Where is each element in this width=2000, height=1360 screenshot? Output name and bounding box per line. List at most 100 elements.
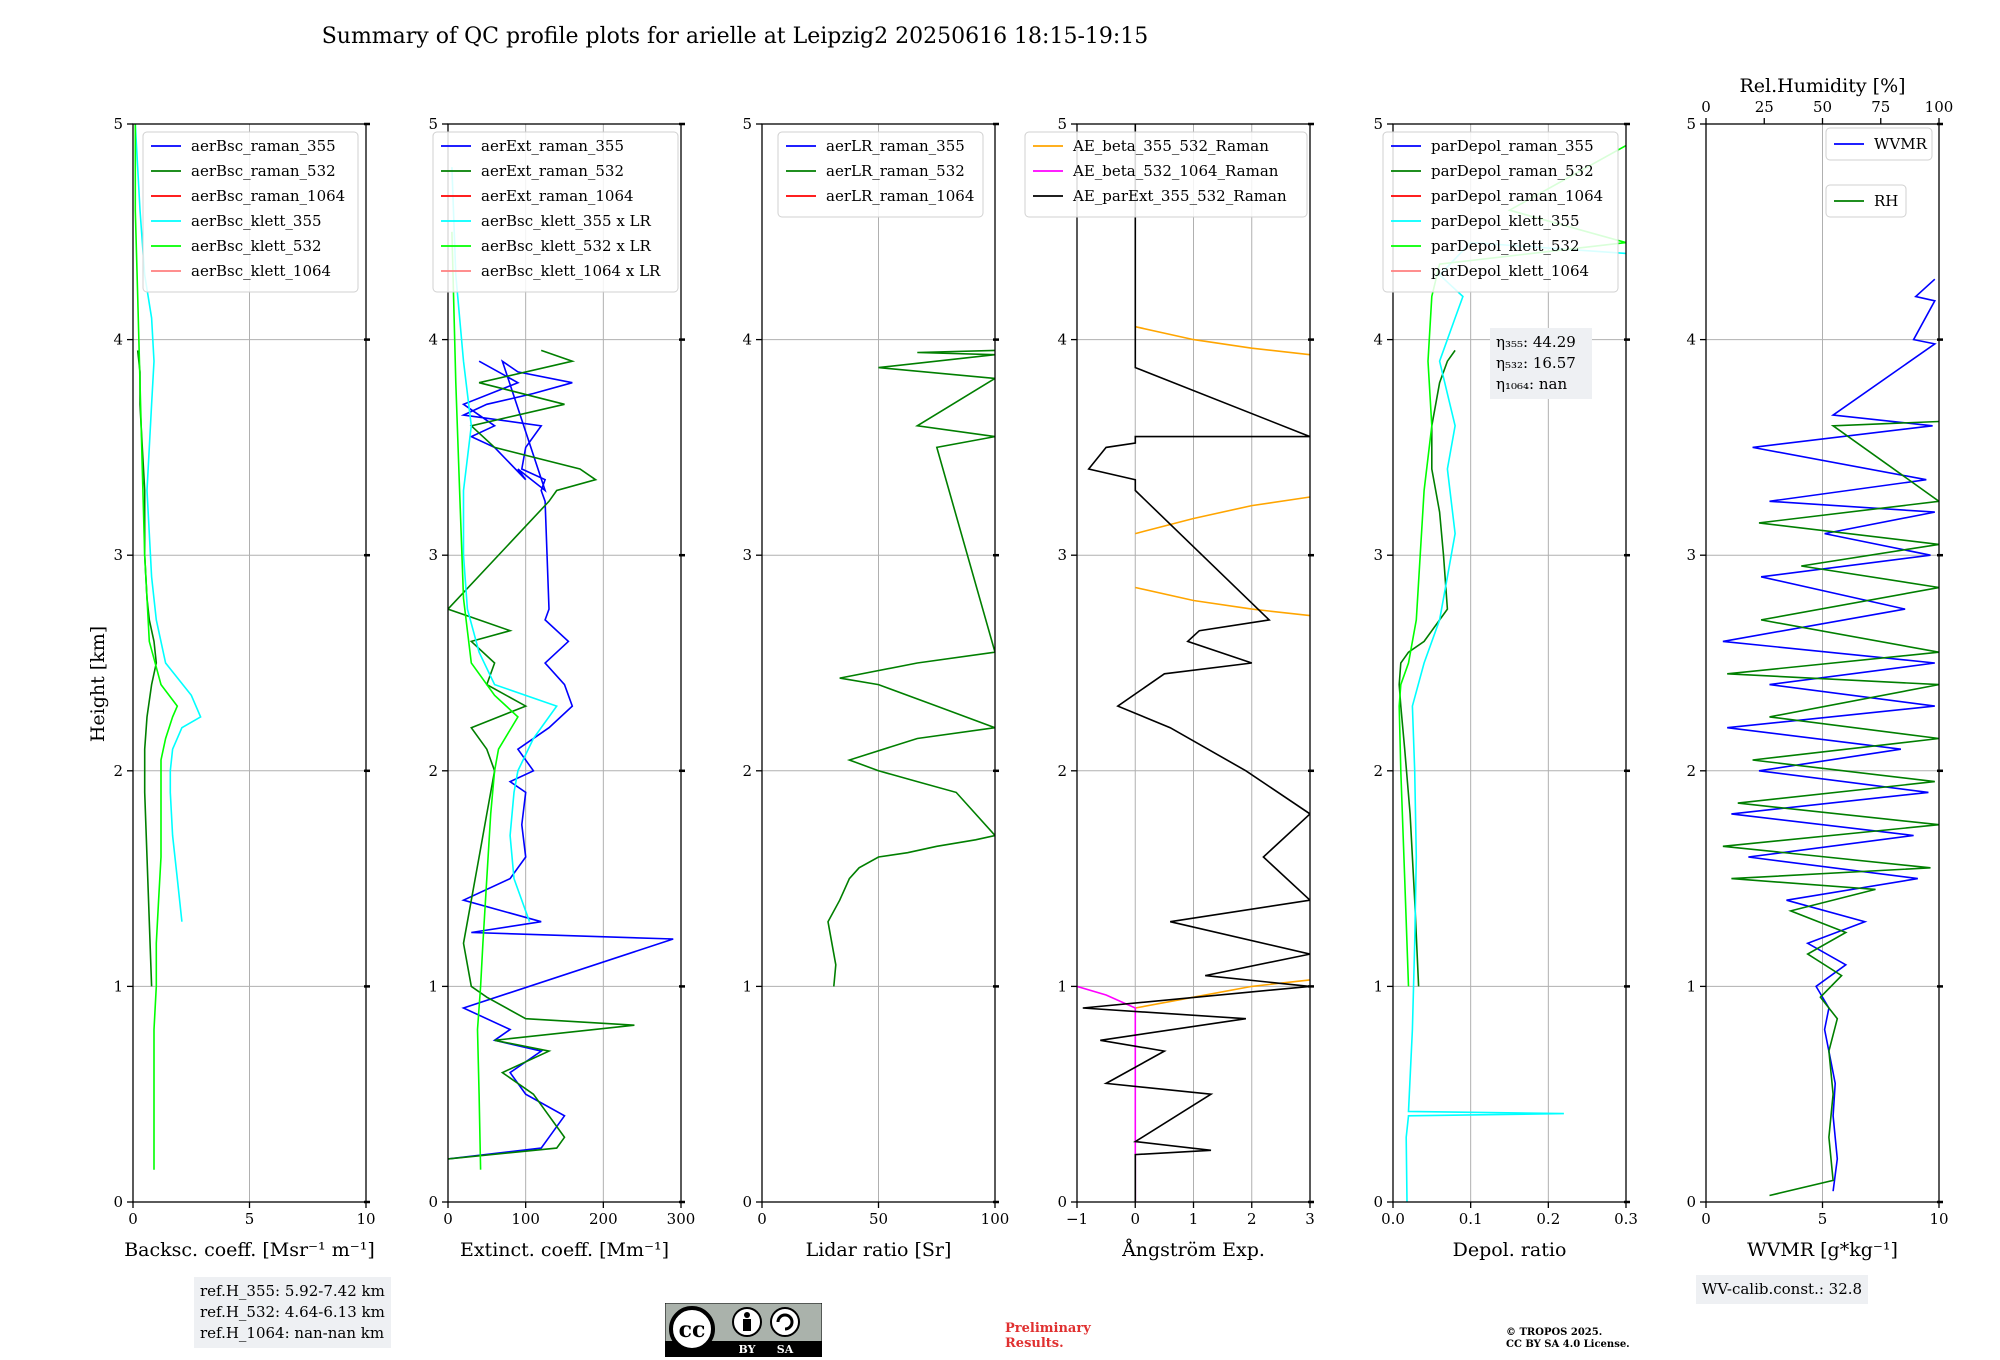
top-tick-label: 25 <box>1755 98 1774 116</box>
y-tick-label: 1 <box>1686 977 1696 995</box>
top-tick-label: 100 <box>1925 98 1954 116</box>
x-axis-label: Ångström Exp. <box>1121 1239 1265 1261</box>
series-line <box>448 359 674 1160</box>
y-tick-label: 4 <box>1057 331 1067 349</box>
series-line <box>1135 325 1310 356</box>
legend-label: aerBsc_raman_532 <box>191 162 336 180</box>
panel-2: 0 1 2 3 4 5 0 100 200 300 Extinct. coeff. [Mm⁻¹] ae… <box>428 115 695 1261</box>
series-line <box>1722 420 1939 1197</box>
legend-label: parDepol_klett_1064 <box>1431 262 1589 280</box>
panel-5: 0 1 2 3 4 5 0.0 0.1 0.2 0.3 Depol. ratio parDepol_r… <box>1373 115 1637 1261</box>
series-group <box>827 349 995 987</box>
y-tick-label: 3 <box>1686 546 1696 564</box>
legend-box <box>1382 131 1619 293</box>
legend-label: parDepol_raman_355 <box>1431 137 1594 155</box>
top-axis-label: Rel.Humidity [%] <box>1739 75 1905 97</box>
x-tick-label: 0 <box>1130 1210 1140 1228</box>
x-tick-label: 5 <box>1818 1210 1828 1228</box>
series-group <box>1398 144 1626 1202</box>
series-line <box>134 124 202 922</box>
y-tick-label: 2 <box>428 762 438 780</box>
y-tick-label: 0 <box>742 1193 752 1211</box>
legend-box <box>1825 184 1907 218</box>
copyright-line-2: CC BY SA 4.0 License. <box>1506 1339 1630 1350</box>
x-tick-label: −1 <box>1066 1210 1088 1228</box>
y-tick-label: 3 <box>742 546 752 564</box>
preliminary-notice: Preliminary Results. <box>1005 1321 1091 1351</box>
legend-label: aerExt_raman_355 <box>481 137 624 155</box>
y-tick-label: 0 <box>1373 1193 1383 1211</box>
ref-h-355: ref.H_355: 5.92-7.42 km <box>200 1282 385 1300</box>
y-tick-label: 0 <box>1057 1193 1067 1211</box>
series-line <box>451 167 558 922</box>
legend-label: aerLR_raman_532 <box>826 162 965 180</box>
y-tick-label: 5 <box>742 115 752 133</box>
legend-label: AE_parExt_355_532_Raman <box>1072 187 1287 205</box>
x-tick-label: 100 <box>981 1210 1010 1228</box>
y-tick-label: 5 <box>428 115 438 133</box>
series-line <box>1135 586 1310 617</box>
series-line <box>1722 278 1937 1192</box>
series-line <box>136 350 158 987</box>
preliminary-line-1: Preliminary <box>1005 1321 1091 1336</box>
ref-h-532: ref.H_532: 4.64-6.13 km <box>200 1303 385 1321</box>
wv-calib-box: WV-calib.const.: 32.8 <box>1696 1275 1869 1304</box>
x-tick-label: 0.2 <box>1536 1210 1560 1228</box>
y-tick-label: 4 <box>428 331 438 349</box>
legend-label: aerBsc_raman_355 <box>191 137 336 155</box>
x-tick-label: 1 <box>1189 1210 1199 1228</box>
legend-label: aerBsc_klett_1064 <box>191 262 331 280</box>
y-tick-label: 3 <box>1373 546 1383 564</box>
series-group <box>1722 278 1939 1197</box>
legend-label: aerLR_raman_355 <box>826 137 965 155</box>
x-axis-label: Backsc. coeff. [Msr⁻¹ m⁻¹] <box>124 1239 375 1261</box>
legend-label: parDepol_raman_1064 <box>1431 187 1603 205</box>
legend-box <box>432 131 679 293</box>
series-line <box>1077 985 1137 1202</box>
preliminary-line-2: Results. <box>1005 1336 1064 1351</box>
legend: parDepol_raman_355 parDepol_raman_532 parD… <box>1382 131 1619 293</box>
legend-label: aerBsc_raman_1064 <box>191 187 345 205</box>
legend: aerBsc_raman_355 aerBsc_raman_532 aerBsc_r… <box>142 131 359 293</box>
x-tick-label: 3 <box>1305 1210 1315 1228</box>
x-tick-label: 200 <box>589 1210 618 1228</box>
series-group <box>134 124 202 1170</box>
legend-label: aerExt_raman_1064 <box>481 187 634 205</box>
x-axis-label: Lidar ratio [Sr] <box>806 1239 952 1261</box>
eta-1064: η₁₀₆₄: nan <box>1496 375 1568 393</box>
y-tick-label: 2 <box>1057 762 1067 780</box>
legend: WVMR <box>1825 127 1933 161</box>
legend-label: RH <box>1874 192 1898 210</box>
x-tick-label: 0 <box>757 1210 767 1228</box>
y-tick-label: 0 <box>428 1193 438 1211</box>
reference-height-box: ref.H_355: 5.92-7.42 km ref.H_532: 4.64-… <box>194 1277 391 1348</box>
y-tick-label: 4 <box>1686 331 1696 349</box>
x-tick-label: 50 <box>869 1210 888 1228</box>
y-tick-label: 1 <box>113 977 123 995</box>
x-tick-label: 0 <box>128 1210 138 1228</box>
series-line <box>1082 124 1310 1202</box>
legend-label: aerBsc_klett_532 <box>191 237 322 255</box>
y-tick-label: 5 <box>1057 115 1067 133</box>
series-group <box>1077 124 1310 1202</box>
legend-label: parDepol_klett_532 <box>1431 237 1580 255</box>
y-tick-label: 2 <box>1686 762 1696 780</box>
legend-label: parDepol_raman_532 <box>1431 162 1594 180</box>
legend-label: aerExt_raman_532 <box>481 162 624 180</box>
sa-share-icon <box>770 1307 800 1337</box>
axes-frame <box>1392 123 1627 1203</box>
copyright-notice: © TROPOS 2025. CC BY SA 4.0 License. <box>1506 1327 1630 1351</box>
legend-label: aerBsc_klett_532 x LR <box>481 237 652 255</box>
series-line <box>1135 496 1310 535</box>
x-axis-label: WVMR [g*kg⁻¹] <box>1747 1239 1898 1261</box>
x-tick-label: 0 <box>1701 1210 1711 1228</box>
ref-h-1064: ref.H_1064: nan-nan km <box>200 1324 385 1342</box>
series-line <box>448 349 635 1160</box>
x-tick-label: 0 <box>443 1210 453 1228</box>
series-line <box>134 124 179 1170</box>
legend-box <box>1825 127 1933 161</box>
x-axis-label: Depol. ratio <box>1453 1239 1567 1261</box>
